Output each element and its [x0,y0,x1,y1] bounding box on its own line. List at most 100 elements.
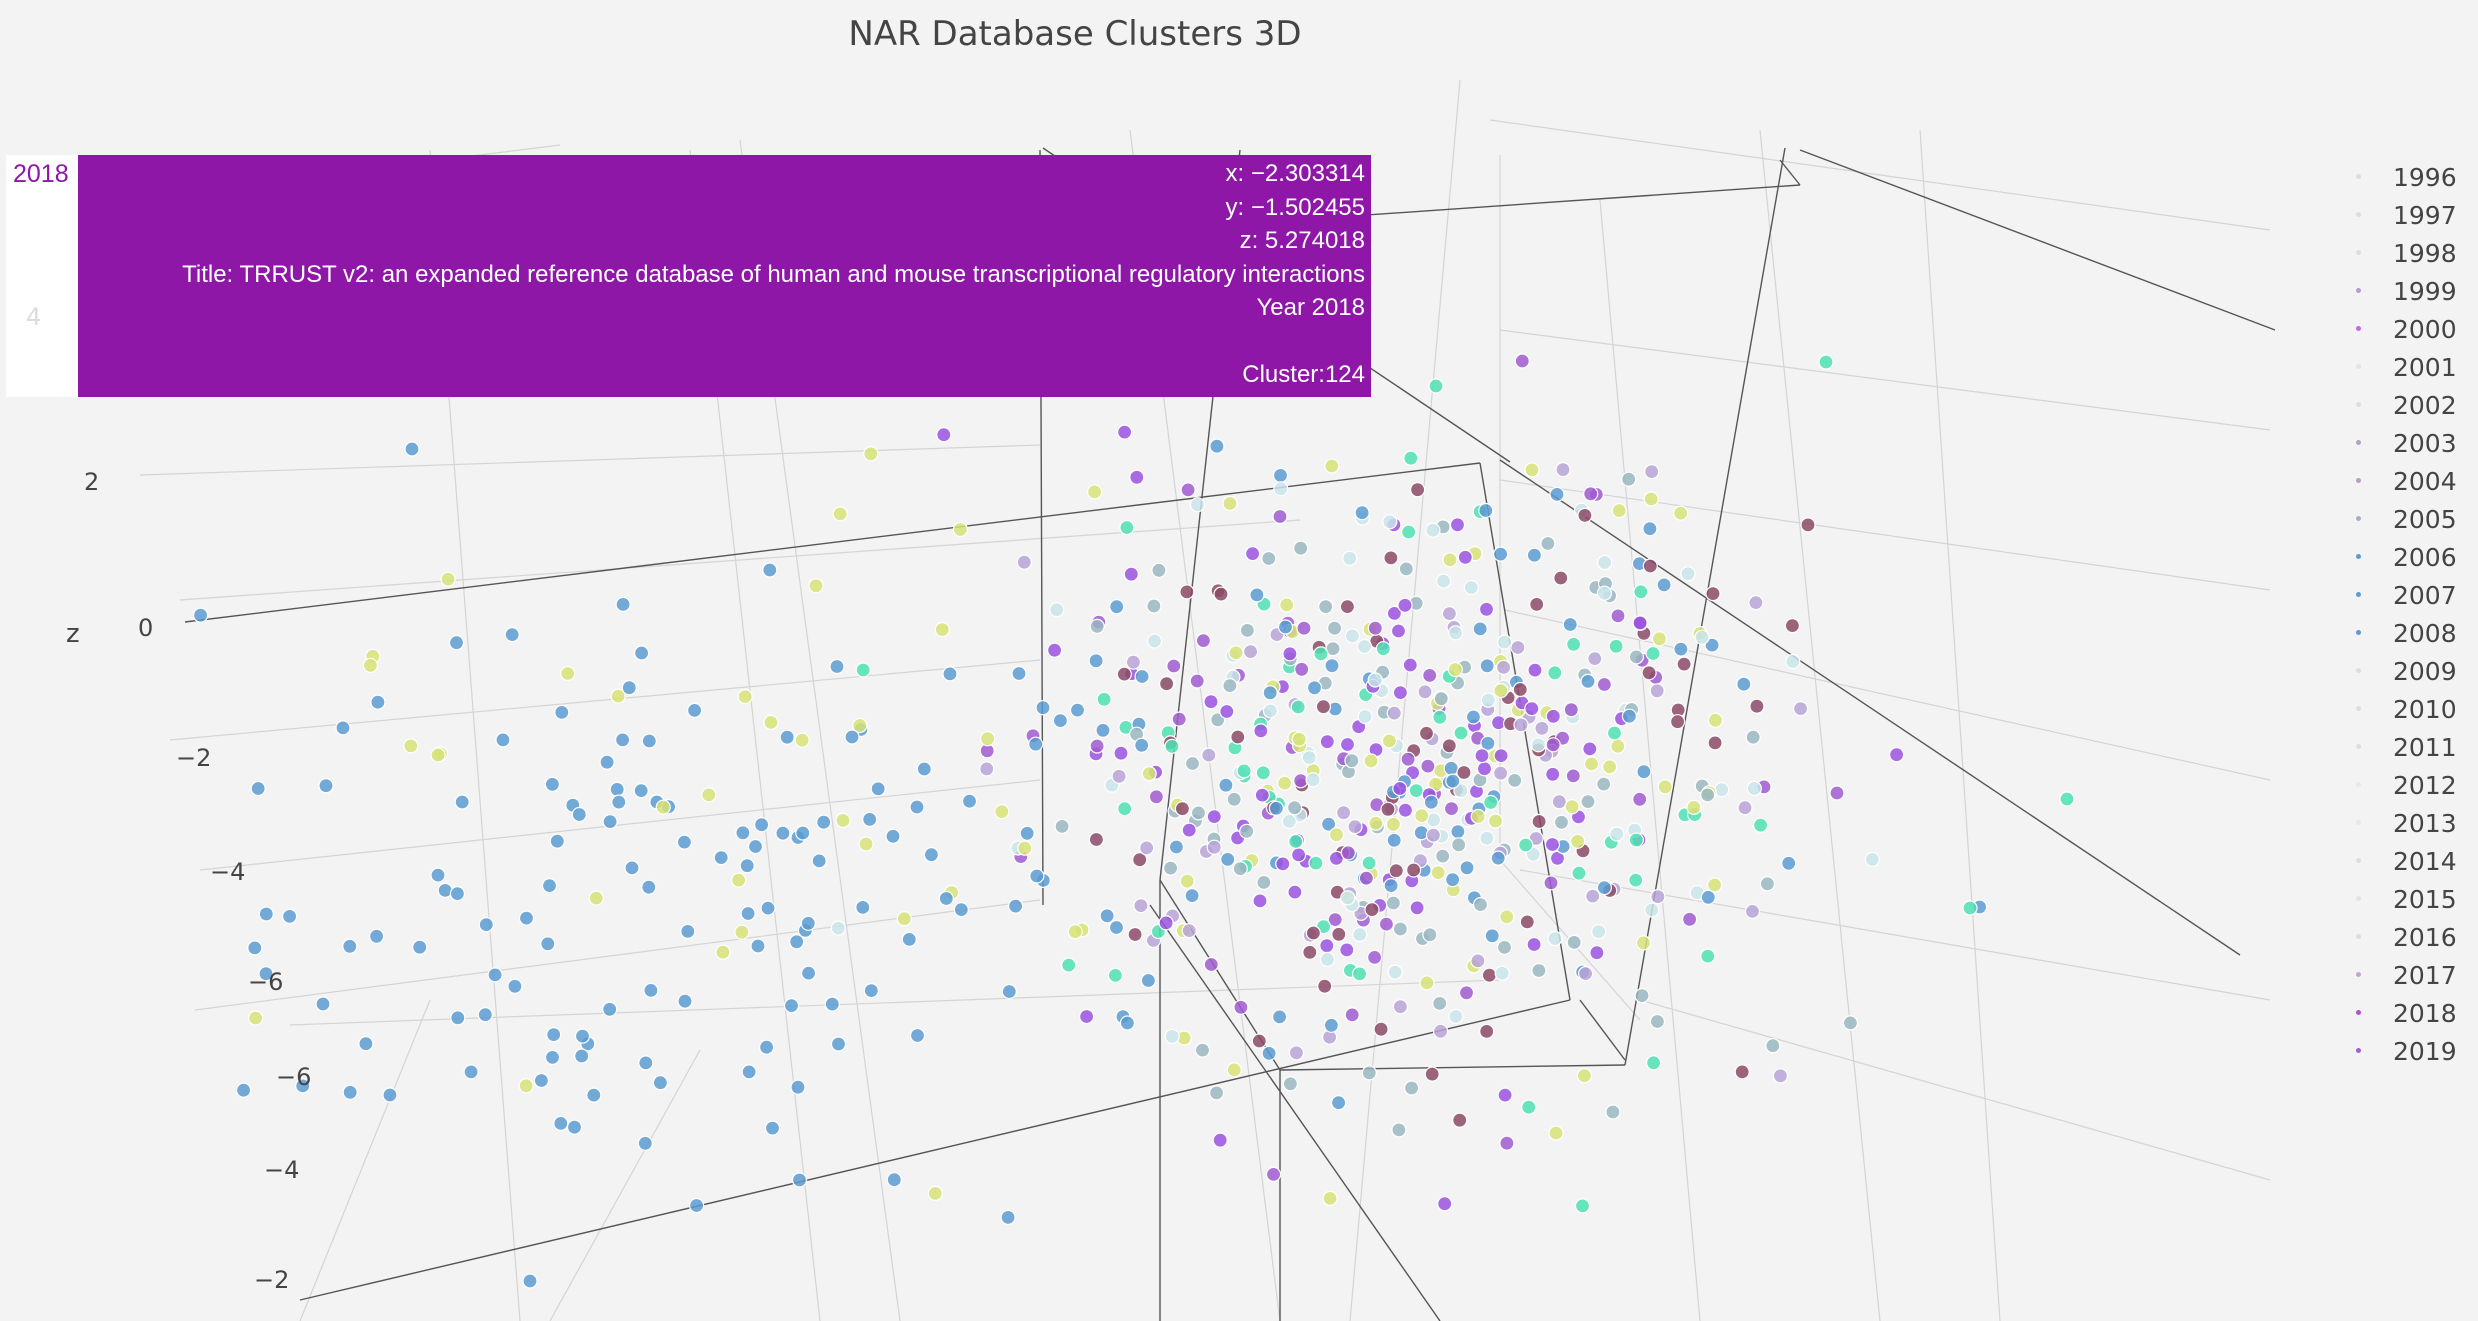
data-point[interactable] [1291,731,1307,747]
data-point[interactable] [1029,868,1045,884]
data-point[interactable] [1069,702,1086,718]
data-point[interactable] [1046,642,1063,658]
data-point[interactable] [1380,801,1396,817]
data-point[interactable] [1569,833,1586,849]
data-point[interactable] [1277,619,1294,635]
data-point[interactable] [1591,923,1607,940]
data-point[interactable] [923,847,940,863]
data-point[interactable] [358,1036,374,1052]
data-point[interactable] [1282,646,1298,662]
data-point[interactable] [1635,935,1652,951]
data-point[interactable] [541,877,558,894]
data-point[interactable] [753,817,770,833]
data-point[interactable] [909,799,925,815]
data-point[interactable] [1642,521,1658,537]
data-point[interactable] [449,885,465,902]
data-point[interactable] [1437,1196,1453,1212]
data-point[interactable] [1265,1166,1282,1183]
legend-item-2018[interactable]: 2018 [2345,994,2470,1032]
data-point[interactable] [1339,942,1355,958]
data-point[interactable] [1521,1099,1537,1115]
data-point[interactable] [522,1273,538,1289]
data-point[interactable] [1400,751,1416,767]
data-point[interactable] [829,658,845,675]
data-point[interactable] [1418,725,1435,741]
data-point[interactable] [1707,735,1723,751]
data-point[interactable] [258,966,274,982]
data-point[interactable] [1054,818,1070,835]
data-point[interactable] [236,1082,252,1098]
data-point[interactable] [1239,622,1256,639]
data-point[interactable] [1368,815,1384,831]
data-point[interactable] [1474,747,1490,764]
data-point[interactable] [1302,944,1318,960]
data-point[interactable] [1628,872,1644,888]
data-point[interactable] [247,940,263,956]
data-point[interactable] [1119,1015,1136,1031]
data-point[interactable] [1694,629,1710,645]
data-point[interactable] [1428,378,1444,394]
data-point[interactable] [1962,900,1978,916]
data-point[interactable] [544,776,561,792]
data-point[interactable] [1673,641,1689,657]
data-point[interactable] [250,780,266,797]
data-point[interactable] [1553,814,1570,830]
data-point[interactable] [1596,585,1613,601]
data-point[interactable] [916,761,932,777]
data-point[interactable] [1116,424,1133,440]
data-point[interactable] [1583,486,1599,502]
data-point[interactable] [1262,685,1278,701]
data-point[interactable] [1737,800,1753,816]
data-point[interactable] [1364,901,1380,918]
data-point[interactable] [1601,759,1618,775]
data-point[interactable] [1088,653,1104,669]
data-point[interactable] [1035,700,1051,716]
data-point[interactable] [1276,775,1293,791]
data-point[interactable] [1330,1095,1347,1111]
data-point[interactable] [1749,698,1765,714]
data-point[interactable] [1096,691,1112,707]
data-point[interactable] [740,905,756,922]
data-point[interactable] [1007,898,1024,914]
data-point[interactable] [1095,722,1111,738]
data-point[interactable] [1605,1104,1621,1120]
data-point[interactable] [1610,738,1626,754]
data-point[interactable] [1313,646,1329,662]
legend-item-2014[interactable]: 2014 [2345,842,2470,880]
data-point[interactable] [901,931,917,948]
data-point[interactable] [440,571,456,587]
data-point[interactable] [1425,827,1442,843]
legend[interactable]: 1996 1997 1998 1999 2000 2001 2002 2003 2004 2005… [2345,158,2470,1070]
data-point[interactable] [1800,517,1816,533]
data-point[interactable] [870,781,886,797]
data-point[interactable] [1453,725,1469,741]
data-point[interactable] [1496,634,1513,650]
data-point[interactable] [1499,909,1515,925]
data-point[interactable] [1585,888,1601,904]
data-point[interactable] [1282,1076,1299,1092]
data-point[interactable] [1587,650,1603,667]
data-point[interactable] [1699,787,1716,803]
data-point[interactable] [362,657,378,674]
data-point[interactable] [1643,491,1659,507]
data-point[interactable] [1651,631,1668,647]
data-point[interactable] [495,732,511,748]
data-point[interactable] [1340,845,1356,861]
data-point[interactable] [370,694,386,710]
data-point[interactable] [1611,503,1627,519]
data-point[interactable] [1099,908,1115,924]
data-point[interactable] [1829,785,1845,801]
data-point[interactable] [1208,1085,1225,1101]
data-point[interactable] [1458,985,1475,1001]
data-point[interactable] [824,996,840,1012]
data-point[interactable] [1206,839,1222,855]
data-point[interactable] [1545,708,1561,724]
data-point[interactable] [1281,813,1297,830]
data-point[interactable] [1138,840,1155,856]
data-point[interactable] [1385,895,1402,911]
data-point[interactable] [1401,524,1417,540]
data-point[interactable] [454,794,470,810]
data-point[interactable] [318,778,334,794]
data-point[interactable] [1450,823,1466,840]
data-point[interactable] [1249,587,1265,603]
